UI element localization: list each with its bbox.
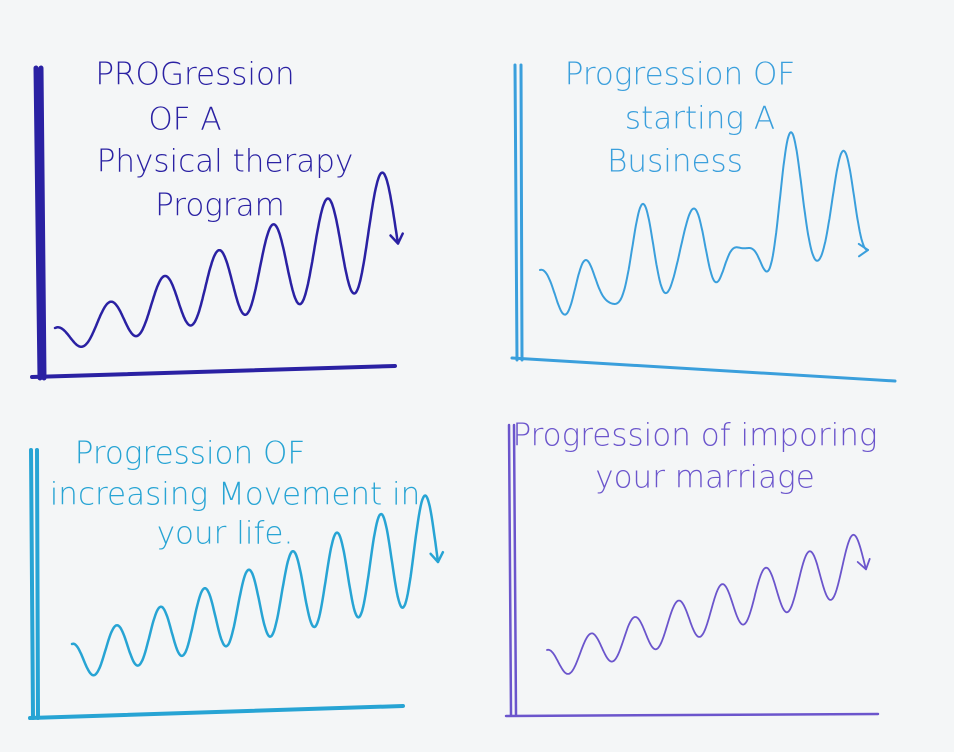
- panel: Progression OF starting A Business: [510, 57, 897, 383]
- title-line: Physical therapy: [97, 144, 354, 180]
- y-axis: [29, 448, 40, 720]
- panel: PROGression OF A Physical therapy Progra…: [30, 57, 404, 381]
- y-axis: [33, 65, 47, 381]
- arrowhead: [856, 558, 871, 571]
- squiggle: [546, 533, 867, 675]
- y-axis: [513, 63, 524, 362]
- arrowhead: [857, 242, 869, 258]
- title-line: OF A: [148, 102, 221, 138]
- squiggle: [70, 494, 440, 677]
- x-axis: [510, 356, 897, 383]
- title-line: your marriage: [595, 460, 815, 496]
- panel: Progression of imporing your marriage: [504, 418, 880, 718]
- squiggle: [53, 171, 400, 349]
- title-line: Business: [607, 144, 743, 180]
- title-line: Program: [155, 188, 285, 224]
- x-axis: [504, 712, 880, 718]
- title-line: PROGression: [95, 57, 294, 93]
- x-axis: [28, 704, 405, 720]
- title-line: Progression OF: [565, 57, 796, 93]
- title-line: Progression of imporing: [512, 418, 877, 454]
- arrowhead: [389, 232, 404, 245]
- y-axis: [507, 423, 518, 717]
- title-line: Progression OF: [75, 436, 306, 472]
- x-axis: [30, 364, 397, 379]
- squiggle: [539, 131, 869, 316]
- title-line: increasing Movement in: [50, 477, 421, 513]
- title-line: starting A: [625, 101, 775, 137]
- title-line: your life.: [157, 516, 294, 552]
- arrowhead: [429, 550, 445, 564]
- panel: Progression OF increasing Movement in yo…: [28, 436, 445, 720]
